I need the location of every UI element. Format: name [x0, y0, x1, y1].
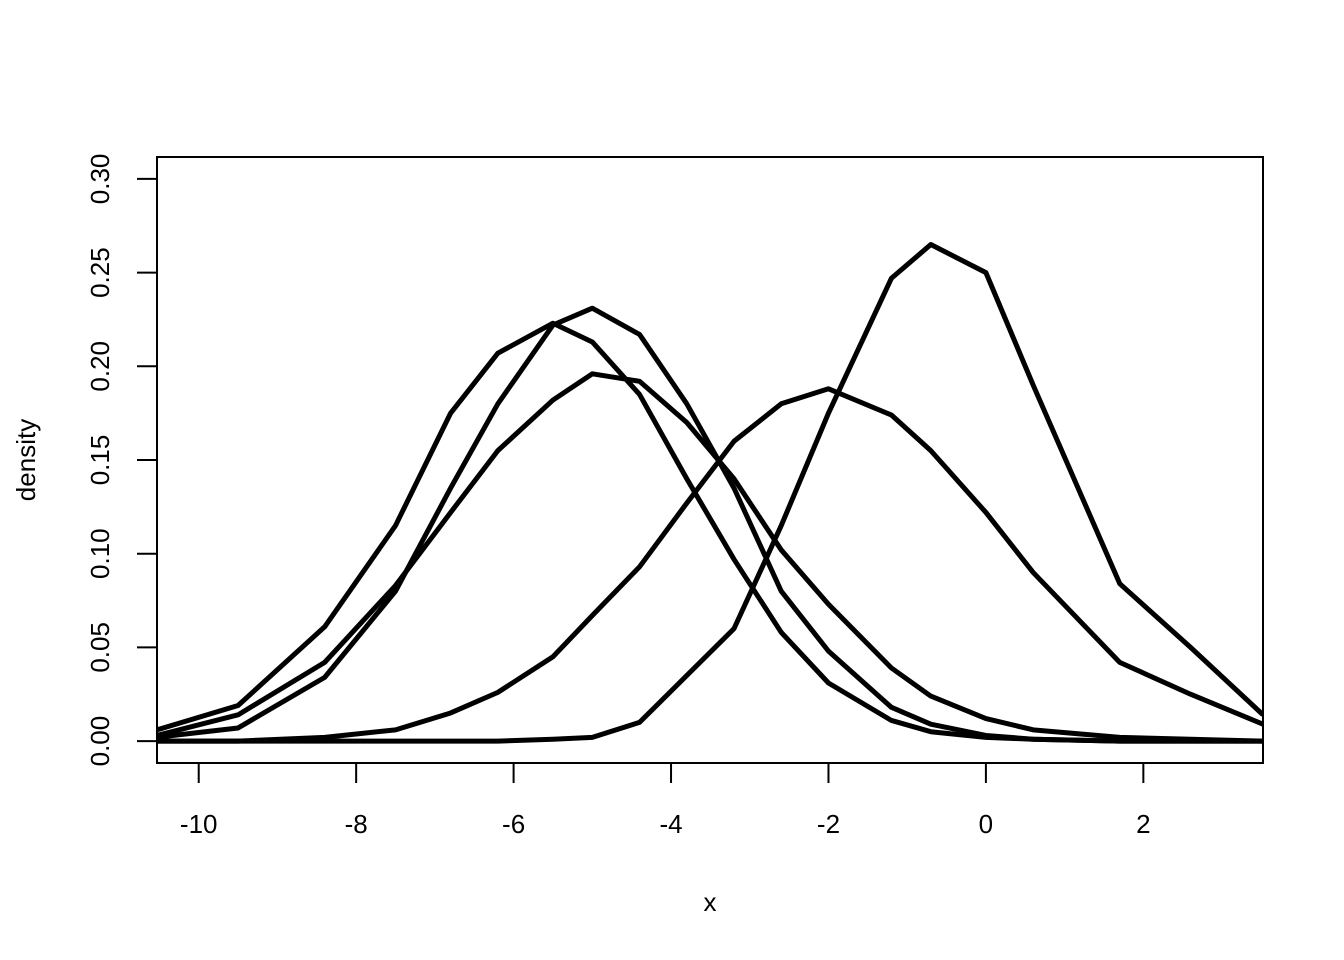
x-axis-label: x: [704, 887, 717, 917]
y-tick-label: 0.30: [85, 154, 115, 205]
x-tick-label: -6: [502, 809, 525, 839]
y-tick-label: 0.00: [85, 716, 115, 767]
x-tick-label: -8: [345, 809, 368, 839]
y-tick-label: 0.15: [85, 435, 115, 486]
y-tick-label: 0.05: [85, 622, 115, 673]
x-tick-label: -10: [180, 809, 218, 839]
density-line: [157, 371, 1263, 744]
x-tick-label: -4: [659, 809, 682, 839]
density-line: [157, 305, 1263, 744]
x-tick-label: 2: [1136, 809, 1150, 839]
plot-frame: [156, 156, 1264, 764]
x-tick-label: -2: [817, 809, 840, 839]
density-line: [157, 386, 1263, 744]
y-axis-label: density: [11, 419, 41, 501]
y-tick-label: 0.20: [85, 341, 115, 392]
x-tick-label: 0: [979, 809, 993, 839]
y-tick-label: 0.25: [85, 247, 115, 298]
y-tick-label: 0.10: [85, 528, 115, 579]
density-line: [157, 242, 1263, 744]
